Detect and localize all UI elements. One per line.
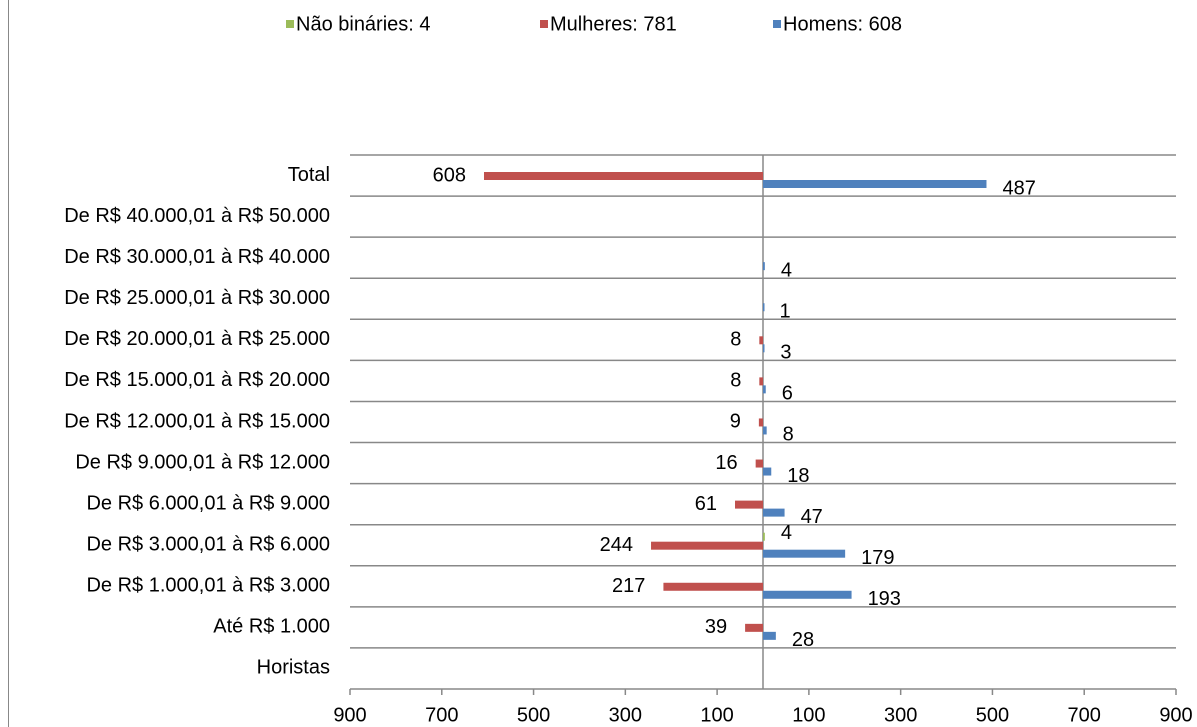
y-tick-label: De R$ 1.000,01 à R$ 3.000	[86, 575, 330, 597]
bar	[763, 303, 765, 312]
bar	[763, 532, 765, 541]
y-tick-label: De R$ 30.000,01 à R$ 40.000	[64, 246, 330, 268]
data-label: 8	[730, 370, 741, 392]
bar	[483, 172, 763, 180]
data-label: 8	[730, 329, 741, 351]
legend-swatch	[773, 20, 781, 28]
data-label: 47	[801, 506, 823, 528]
y-tick-label: De R$ 15.000,01 à R$ 20.000	[64, 369, 330, 391]
legend-label: Mulheres: 781	[550, 13, 677, 35]
y-tick-label: Até R$ 1.000	[213, 616, 330, 638]
data-label: 8	[783, 424, 794, 446]
data-label: 9	[730, 411, 741, 433]
bar	[763, 180, 987, 188]
bar	[651, 541, 763, 550]
bar	[663, 582, 763, 591]
data-label: 4	[781, 259, 792, 281]
y-tick-label: De R$ 6.000,01 à R$ 9.000	[86, 492, 330, 514]
x-tick-label: 300	[884, 704, 917, 726]
bar	[763, 467, 772, 476]
data-label: 61	[695, 493, 717, 515]
bar	[745, 623, 763, 632]
data-label: 18	[787, 465, 809, 487]
y-tick-label: De R$ 3.000,01 à R$ 6.000	[86, 534, 330, 556]
bar	[758, 418, 763, 427]
legend-label: Homens: 608	[783, 13, 902, 35]
y-tick-label: Total	[288, 164, 330, 186]
bar	[763, 508, 785, 517]
x-tick-label: 300	[609, 704, 642, 726]
data-label: 179	[861, 547, 894, 569]
y-tick-label: De R$ 20.000,01 à R$ 25.000	[64, 328, 330, 350]
bar	[763, 631, 776, 640]
x-tick-label: 700	[1068, 704, 1101, 726]
data-label: 193	[868, 588, 901, 610]
legend-swatch	[540, 20, 548, 28]
data-label: 16	[715, 452, 737, 474]
data-label: 487	[1002, 177, 1035, 199]
y-tick-label: De R$ 12.000,01 à R$ 15.000	[64, 410, 330, 432]
x-tick-label: 700	[425, 704, 458, 726]
data-label: 39	[705, 616, 727, 638]
bar	[763, 590, 852, 599]
x-tick-label: 100	[792, 704, 825, 726]
x-tick-label: 900	[1159, 704, 1192, 726]
data-label: 244	[600, 534, 633, 556]
y-tick-label: De R$ 40.000,01 à R$ 50.000	[64, 205, 330, 227]
legend-label: Não bináries: 4	[296, 13, 431, 35]
x-tick-label: 900	[333, 704, 366, 726]
y-tick-label: De R$ 25.000,01 à R$ 30.000	[64, 287, 330, 309]
data-label: 6	[782, 383, 793, 405]
bar	[763, 549, 846, 558]
bar	[759, 336, 763, 345]
bar	[763, 385, 766, 394]
legend-swatch	[286, 20, 294, 28]
data-label: 1	[779, 301, 790, 323]
data-label: 28	[792, 629, 814, 651]
y-tick-label: De R$ 9.000,01 à R$ 12.000	[75, 451, 330, 473]
bar	[755, 459, 763, 468]
data-label: 608	[433, 164, 466, 186]
bar	[763, 262, 765, 271]
bar	[735, 500, 763, 509]
bar	[763, 426, 767, 435]
bar	[759, 377, 763, 386]
x-tick-label: 500	[517, 704, 550, 726]
x-tick-label: 500	[976, 704, 1009, 726]
x-tick-label: 100	[700, 704, 733, 726]
data-label: 3	[780, 342, 791, 364]
y-tick-label: Horistas	[257, 657, 330, 679]
data-label: 4	[781, 522, 792, 544]
bar	[763, 344, 765, 353]
data-label: 217	[612, 575, 645, 597]
